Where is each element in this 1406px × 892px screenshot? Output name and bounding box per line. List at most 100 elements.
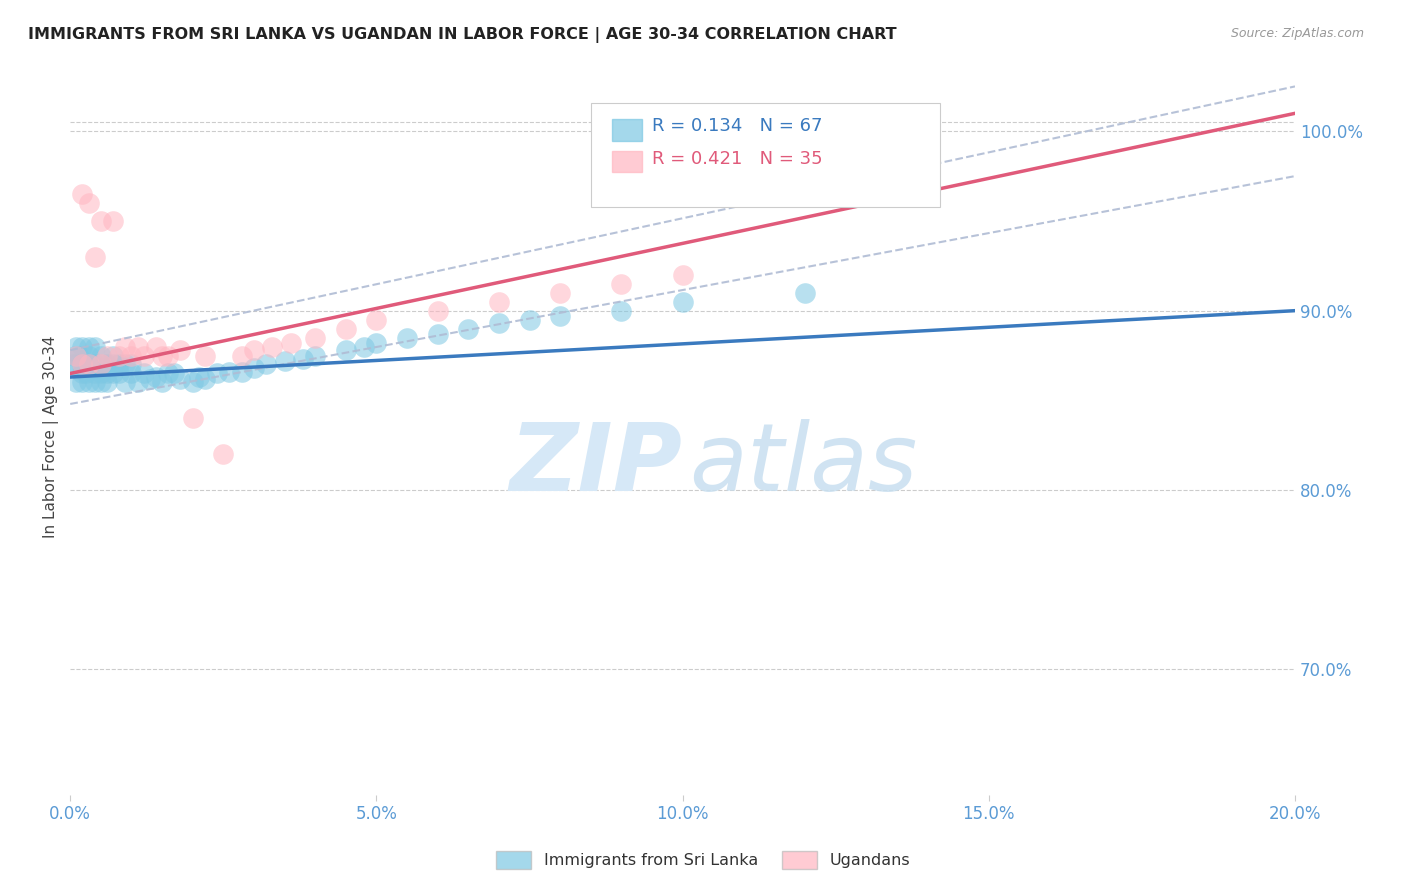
Point bbox=[335, 343, 357, 358]
Point bbox=[96, 367, 118, 381]
Point bbox=[194, 349, 217, 363]
FancyBboxPatch shape bbox=[591, 103, 939, 207]
Legend: Immigrants from Sri Lanka, Ugandans: Immigrants from Sri Lanka, Ugandans bbox=[489, 845, 917, 875]
Point bbox=[90, 358, 112, 372]
Point bbox=[132, 349, 155, 363]
Point bbox=[145, 340, 167, 354]
Point bbox=[150, 349, 173, 363]
Point bbox=[83, 358, 105, 372]
Point bbox=[83, 250, 105, 264]
Point bbox=[187, 370, 209, 384]
Point bbox=[90, 214, 112, 228]
Point bbox=[114, 340, 136, 354]
Point bbox=[426, 303, 449, 318]
Point bbox=[77, 340, 100, 354]
Bar bbox=[612, 119, 643, 141]
Point bbox=[205, 367, 228, 381]
Point bbox=[231, 349, 253, 363]
Point bbox=[65, 340, 87, 354]
Point bbox=[672, 294, 695, 309]
Point bbox=[488, 294, 510, 309]
Text: Source: ZipAtlas.com: Source: ZipAtlas.com bbox=[1230, 27, 1364, 40]
Text: atlas: atlas bbox=[689, 419, 917, 510]
Point bbox=[83, 376, 105, 390]
Point bbox=[262, 340, 284, 354]
Point bbox=[181, 411, 204, 425]
Point bbox=[396, 330, 419, 344]
Point bbox=[96, 376, 118, 390]
Point bbox=[77, 349, 100, 363]
Point bbox=[72, 340, 94, 354]
Point bbox=[96, 349, 118, 363]
Point bbox=[96, 358, 118, 372]
Point bbox=[90, 367, 112, 381]
Point bbox=[121, 367, 143, 381]
Point bbox=[77, 358, 100, 372]
Point bbox=[90, 349, 112, 363]
Point bbox=[254, 358, 277, 372]
Point bbox=[163, 367, 186, 381]
Point bbox=[519, 312, 541, 326]
Point bbox=[72, 358, 94, 372]
Text: R = 0.134   N = 67: R = 0.134 N = 67 bbox=[652, 117, 823, 136]
Point bbox=[101, 358, 124, 372]
Point bbox=[77, 358, 100, 372]
Point bbox=[291, 352, 314, 367]
Point bbox=[157, 367, 180, 381]
Y-axis label: In Labor Force | Age 30-34: In Labor Force | Age 30-34 bbox=[44, 335, 59, 538]
Point bbox=[90, 376, 112, 390]
Point bbox=[366, 312, 388, 326]
Point bbox=[548, 285, 571, 300]
Text: ZIP: ZIP bbox=[510, 419, 683, 511]
Point bbox=[733, 178, 755, 192]
Point bbox=[121, 358, 143, 372]
Point bbox=[304, 330, 326, 344]
Point bbox=[488, 316, 510, 330]
Point bbox=[90, 358, 112, 372]
Point bbox=[426, 326, 449, 341]
Point bbox=[65, 358, 87, 372]
Point bbox=[169, 343, 191, 358]
Point bbox=[72, 358, 94, 372]
Point bbox=[794, 285, 817, 300]
Point bbox=[353, 340, 375, 354]
Point bbox=[108, 367, 131, 381]
Point bbox=[72, 376, 94, 390]
Point bbox=[101, 214, 124, 228]
Point bbox=[610, 277, 633, 291]
Point bbox=[243, 343, 266, 358]
Point bbox=[101, 367, 124, 381]
Point bbox=[72, 367, 94, 381]
Point bbox=[108, 358, 131, 372]
Point bbox=[457, 321, 479, 335]
Point bbox=[75, 367, 97, 381]
Point bbox=[366, 335, 388, 350]
Point bbox=[139, 372, 162, 386]
Point bbox=[121, 349, 143, 363]
Point bbox=[610, 303, 633, 318]
Point bbox=[132, 367, 155, 381]
Point bbox=[231, 365, 253, 379]
Point bbox=[194, 372, 217, 386]
Point bbox=[83, 340, 105, 354]
Point bbox=[548, 309, 571, 323]
Point bbox=[243, 361, 266, 376]
Text: R = 0.421   N = 35: R = 0.421 N = 35 bbox=[652, 150, 823, 168]
Point bbox=[114, 376, 136, 390]
Point bbox=[181, 376, 204, 390]
Point bbox=[218, 365, 240, 379]
Point bbox=[80, 358, 103, 372]
Point bbox=[127, 376, 149, 390]
Point bbox=[127, 340, 149, 354]
Bar bbox=[612, 151, 643, 172]
Point bbox=[67, 349, 90, 363]
Point bbox=[169, 372, 191, 386]
Point bbox=[101, 349, 124, 363]
Point bbox=[62, 358, 84, 372]
Text: IMMIGRANTS FROM SRI LANKA VS UGANDAN IN LABOR FORCE | AGE 30-34 CORRELATION CHAR: IMMIGRANTS FROM SRI LANKA VS UGANDAN IN … bbox=[28, 27, 897, 43]
Point bbox=[273, 354, 295, 368]
Point bbox=[212, 447, 235, 461]
Point bbox=[335, 321, 357, 335]
Point bbox=[108, 349, 131, 363]
Point bbox=[150, 376, 173, 390]
